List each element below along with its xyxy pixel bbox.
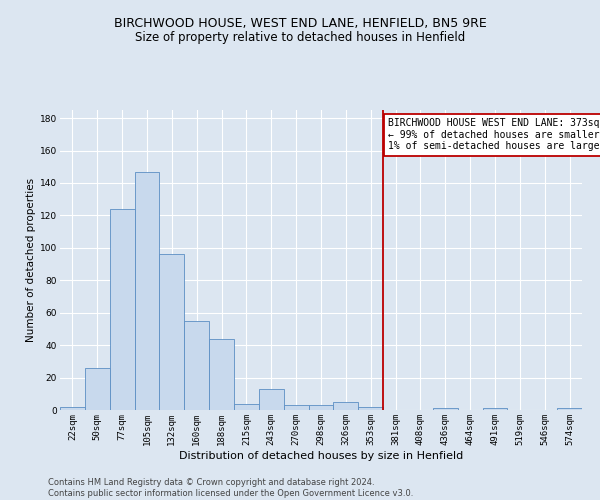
X-axis label: Distribution of detached houses by size in Henfield: Distribution of detached houses by size … [179,450,463,460]
Bar [259,389,284,410]
Bar [184,321,209,410]
Text: BIRCHWOOD HOUSE, WEST END LANE, HENFIELD, BN5 9RE: BIRCHWOOD HOUSE, WEST END LANE, HENFIELD… [113,18,487,30]
Bar [334,402,358,410]
Bar [284,405,308,410]
Bar [482,408,508,410]
Bar [308,405,334,410]
Bar [134,172,160,410]
Bar [234,404,259,410]
Bar [110,209,134,410]
Text: BIRCHWOOD HOUSE WEST END LANE: 373sqm
← 99% of detached houses are smaller (520): BIRCHWOOD HOUSE WEST END LANE: 373sqm ← … [388,118,600,152]
Text: Contains HM Land Registry data © Crown copyright and database right 2024.
Contai: Contains HM Land Registry data © Crown c… [48,478,413,498]
Bar [358,407,383,410]
Bar [60,407,85,410]
Bar [433,408,458,410]
Bar [557,408,582,410]
Y-axis label: Number of detached properties: Number of detached properties [26,178,36,342]
Text: Size of property relative to detached houses in Henfield: Size of property relative to detached ho… [135,31,465,44]
Bar [85,368,110,410]
Bar [209,338,234,410]
Bar [160,254,184,410]
